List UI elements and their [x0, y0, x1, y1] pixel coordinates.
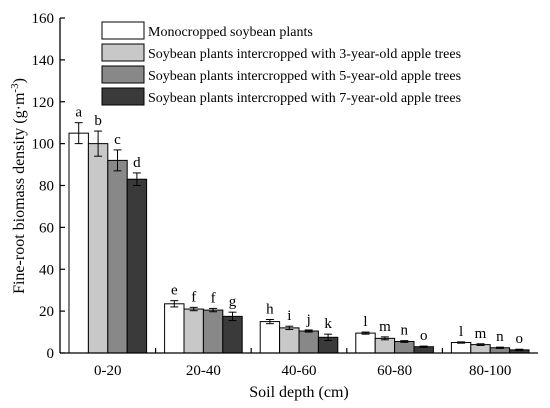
significance-letter-s2-c4: n: [496, 329, 504, 345]
significance-letter-s3-c4: o: [516, 331, 524, 347]
x-ticks-layer: 0-20 20-40 40-60 60-80 80-100: [94, 348, 511, 379]
significance-letter-s1-c1: f: [191, 289, 196, 305]
x-tick-label-4: 80-100: [469, 363, 512, 379]
significance-letter-s2-c0: c: [114, 132, 121, 148]
legend-swatch-1: [101, 43, 145, 62]
y-tick-label-0: 0: [47, 346, 55, 362]
legend-label-3: Soybean plants intercropped with 7-year-…: [148, 91, 461, 106]
significance-letter-s0-c0: a: [75, 105, 82, 121]
bar-s1-c1: [183, 308, 204, 354]
bar-s1-c0: [87, 143, 109, 354]
bar-s3-c1: [222, 315, 243, 354]
x-tick-label-3: 60-80: [377, 363, 412, 379]
bar-s2-c1: [202, 309, 224, 354]
y-axis-label: Fine-root biomass density (g·m-3): [9, 78, 28, 294]
significance-letter-s0-c3: l: [363, 314, 367, 330]
legend-label-2: Soybean plants intercropped with 5-year-…: [148, 69, 461, 84]
y-tick-label-7: 140: [32, 53, 55, 69]
error-bars-layer: [74, 122, 524, 351]
bar-s3-c0: [126, 178, 148, 354]
significance-letter-s1-c3: m: [379, 319, 391, 335]
y-tick-label-6: 120: [32, 95, 55, 111]
bar-s0-c2: [259, 321, 281, 354]
legend-swatch-2: [101, 65, 145, 84]
legend: Monocropped soybean plants Soybean plants…: [101, 21, 461, 106]
x-tick-label-1: 20-40: [186, 363, 221, 379]
significance-letter-s3-c2: k: [324, 316, 332, 332]
bar-s0-c0: [68, 132, 89, 354]
y-tick-label-2: 40: [39, 262, 54, 278]
significance-letter-s0-c4: l: [459, 324, 463, 340]
y-axis-label-main: Fine-root biomass density (g·m: [11, 92, 28, 294]
bar-s0-c1: [164, 303, 185, 354]
bar-s0-c3: [355, 332, 376, 354]
significance-letter-s3-c0: d: [133, 155, 141, 171]
x-tick-label-2: 40-60: [282, 363, 317, 379]
bar-s0-c4: [450, 342, 472, 354]
legend-swatch-0: [101, 21, 145, 40]
significance-letter-s2-c1: f: [211, 290, 216, 306]
bar-s1-c3: [374, 337, 396, 354]
y-tick-label-5: 100: [32, 137, 55, 153]
y-ticks-layer: 0 20 40 60 80 100 120 140 160: [32, 11, 65, 362]
significance-letter-s1-c4: m: [475, 326, 487, 342]
y-axis-label-superscript: -3: [9, 83, 21, 93]
significance-letter-s2-c2: j: [306, 312, 311, 328]
bar-s2-c3: [394, 340, 415, 354]
bar-s2-c2: [298, 330, 319, 354]
bar-s2-c0: [107, 159, 128, 354]
x-tick-label-0: 0-20: [94, 363, 122, 379]
significance-letter-s2-c3: n: [401, 323, 409, 339]
bar-s1-c2: [279, 327, 300, 354]
significance-letter-s3-c3: o: [420, 328, 428, 344]
legend-label-1: Soybean plants intercropped with 3-year-…: [148, 47, 461, 62]
y-tick-label-1: 20: [39, 304, 54, 320]
y-tick-label-4: 80: [39, 179, 54, 195]
x-axis-label: Soil depth (cm): [249, 384, 349, 401]
significance-letter-s1-c2: i: [287, 308, 291, 324]
y-tick-label-8: 160: [32, 11, 55, 27]
significance-letter-s0-c1: e: [171, 283, 178, 299]
legend-label-0: Monocropped soybean plants: [148, 25, 313, 40]
y-axis-label-tail: ): [11, 78, 28, 83]
bars-layer: [68, 132, 530, 354]
significance-letter-s1-c0: b: [94, 113, 102, 129]
y-tick-label-3: 60: [39, 220, 54, 236]
significance-letter-s3-c1: g: [229, 294, 237, 310]
significance-letter-s0-c2: h: [266, 302, 274, 318]
legend-swatch-3: [101, 87, 145, 106]
